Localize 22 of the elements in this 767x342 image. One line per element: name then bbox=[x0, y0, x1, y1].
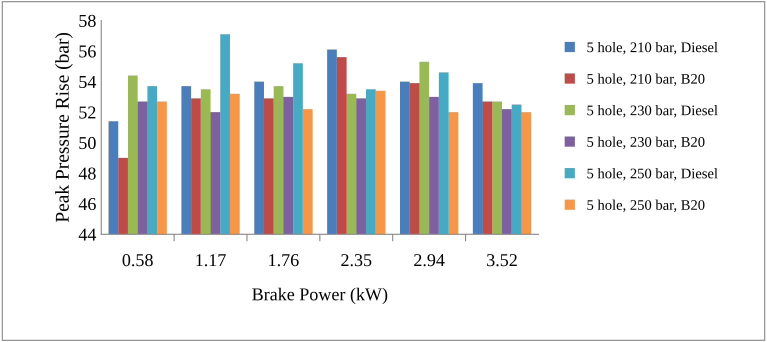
legend-label: 5 hole, 230 bar, Diesel bbox=[587, 105, 718, 118]
legend-label: 5 hole, 230 bar, B20 bbox=[587, 136, 704, 149]
legend-label: 5 hole, 250 bar, Diesel bbox=[587, 168, 718, 181]
x-tick-label: 1.17 bbox=[196, 254, 226, 266]
y-tick-label: 54 bbox=[79, 76, 96, 88]
y-tick-label: 52 bbox=[79, 106, 96, 119]
legend-label: 5 hole, 210 bar, Diesel bbox=[587, 42, 718, 54]
y-tick-label: 50 bbox=[79, 136, 96, 150]
y-tick-label: 44 bbox=[78, 228, 96, 241]
y-tick-label: 48 bbox=[78, 167, 96, 180]
y-axis-title: Peak Pressure Rise (bar) bbox=[55, 32, 73, 222]
legend-label: 5 hole, 250 bar, B20 bbox=[587, 200, 704, 212]
y-tick-label: 58 bbox=[79, 14, 96, 27]
y-tick-label: 56 bbox=[79, 45, 96, 58]
x-tick-label: 0.58 bbox=[122, 254, 153, 266]
x-tick-label: 1.76 bbox=[269, 254, 299, 266]
legend-label: 5 hole, 210 bar, B20 bbox=[587, 74, 704, 86]
y-tick-label: 46 bbox=[78, 198, 96, 210]
x-tick-label: 2.94 bbox=[414, 254, 445, 266]
x-tick-label: 3.52 bbox=[487, 254, 517, 266]
x-tick-label: 2.35 bbox=[341, 254, 372, 266]
x-axis-title: Brake Power (kW) bbox=[252, 288, 388, 304]
